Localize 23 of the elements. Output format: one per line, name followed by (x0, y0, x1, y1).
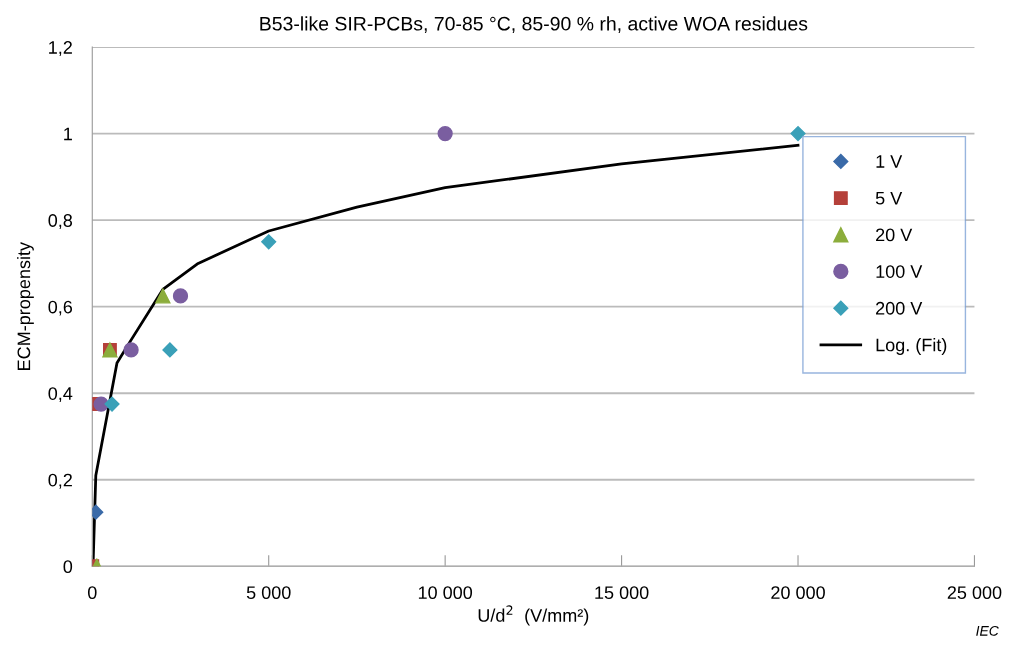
x-tick-label: 10 000 (418, 586, 473, 600)
legend-label: 5 V (875, 191, 903, 205)
y-tick-label: 0 (63, 560, 73, 574)
legend-label: Log. (Fit) (876, 338, 947, 355)
legend-label: 1 V (876, 155, 903, 168)
y-tick-label: 0,8 (48, 214, 73, 230)
x-tick-label: 20 000 (771, 586, 825, 600)
x-tick-label: 5 000 (246, 586, 291, 600)
x-axis-title: U/d$^{2}$ (V/mm²) (478, 605, 589, 626)
y-tick-label: 0,4 (48, 387, 73, 403)
legend-label: 200 V (876, 301, 923, 315)
y-tick-label: 0,6 (48, 300, 73, 316)
chart-title: B53-like SIR-PCBs, 70-85 °C, 85-90 % rh, active WOA residues (260, 16, 808, 33)
x-tick-label: 0 (87, 586, 97, 600)
y-tick-label: 1,2 (49, 41, 72, 56)
x-tick-label: 15 000 (595, 586, 649, 600)
x-tick-label: 25 000 (947, 586, 1002, 600)
y-tick-label: 1 (64, 127, 72, 141)
text: IEC (976, 625, 999, 636)
y-tick-label: 0,2 (48, 473, 72, 489)
y-axis-title: ECM-propensity (17, 242, 34, 370)
legend-label: 20 V (876, 228, 913, 242)
legend-label: 100 V (876, 265, 923, 278)
